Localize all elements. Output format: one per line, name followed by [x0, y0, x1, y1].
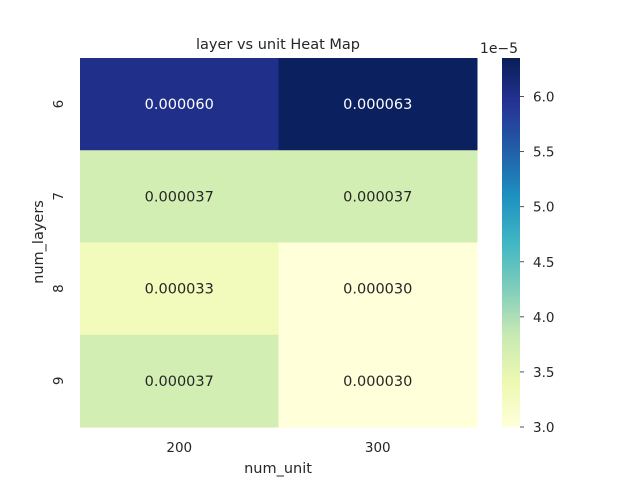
y-axis-label: num_layers — [31, 200, 47, 284]
x-axis-label: num_unit — [244, 461, 312, 477]
colorbar: 3.0 3.5 4.0 4.5 5.0 5.5 6.0 1e−5 — [480, 41, 555, 436]
colorbar-gradient — [502, 58, 520, 427]
heatmap-cell — [278, 334, 478, 428]
y-tick-label: 8 — [51, 284, 67, 293]
heatmap-cell-labels: 0.000060 0.000063 0.000037 0.000037 0.000033… — [145, 97, 413, 390]
colorbar-tick-label: 3.5 — [533, 365, 554, 381]
heatmap-cell — [278, 242, 478, 336]
x-tick-labels: 200 300 — [166, 440, 390, 456]
heatmap-cell — [80, 242, 279, 336]
colorbar-tick-label: 5.0 — [533, 200, 554, 216]
heatmap-cell-label: 0.000060 — [145, 97, 214, 113]
y-tick-labels: 6 7 8 9 — [51, 100, 67, 385]
heatmap-cell — [278, 58, 478, 151]
chart-title: layer vs unit Heat Map — [196, 37, 360, 53]
x-tick-label: 200 — [166, 440, 192, 456]
heatmap-cell-label: 0.000063 — [343, 97, 412, 113]
heatmap-cell-label: 0.000030 — [343, 374, 412, 390]
heatmap-cell — [80, 334, 279, 428]
heatmap-cell — [278, 150, 478, 243]
y-tick-label: 7 — [51, 192, 67, 201]
colorbar-offset-label: 1e−5 — [480, 41, 518, 57]
colorbar-tick-label: 5.5 — [533, 145, 554, 161]
colorbar-ticks: 3.0 3.5 4.0 4.5 5.0 5.5 6.0 — [520, 90, 554, 436]
heatmap-cell-label: 0.000037 — [343, 189, 412, 205]
y-tick-label: 6 — [51, 100, 67, 109]
heatmap-cell — [80, 150, 279, 243]
y-tick-label: 9 — [51, 377, 67, 386]
colorbar-tick-label: 6.0 — [533, 90, 554, 106]
heatmap-cell-label: 0.000037 — [145, 374, 214, 390]
heatmap-cell-label: 0.000030 — [343, 282, 412, 298]
x-tick-label: 300 — [365, 440, 391, 456]
colorbar-tick-label: 4.0 — [533, 310, 554, 326]
heatmap-cell — [80, 58, 279, 151]
heatmap-cells — [80, 58, 478, 428]
heatmap-cell-label: 0.000037 — [145, 189, 214, 205]
colorbar-tick-label: 3.0 — [533, 420, 554, 436]
heatmap-cell-label: 0.000033 — [145, 282, 214, 298]
colorbar-tick-label: 4.5 — [533, 255, 554, 271]
